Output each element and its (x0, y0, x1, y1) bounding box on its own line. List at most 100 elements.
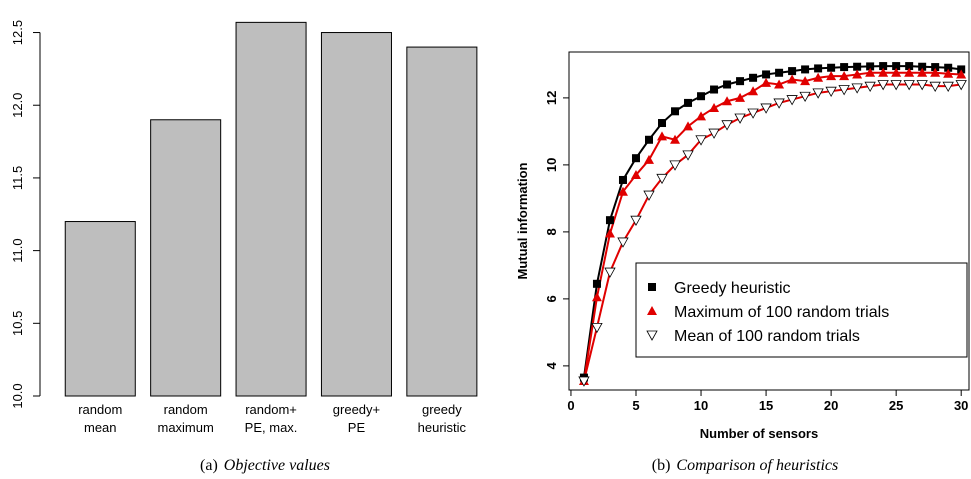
marker (734, 113, 746, 124)
marker (942, 81, 954, 92)
marker (929, 81, 941, 92)
marker (774, 79, 785, 89)
marker (591, 322, 603, 334)
marker (604, 228, 615, 238)
y-tick-label: 4 (544, 361, 559, 369)
marker (721, 120, 733, 131)
marker (697, 92, 706, 101)
legend-label: Greedy heuristic (674, 280, 791, 297)
x-tick-label: mean (84, 420, 117, 435)
x-tick-label: 30 (954, 398, 968, 413)
marker (838, 85, 850, 96)
bar (235, 21, 307, 397)
x-tick-label: 10 (694, 398, 708, 413)
marker (605, 216, 614, 225)
marker (931, 63, 940, 72)
marker (648, 283, 656, 291)
marker (647, 306, 657, 315)
marker (695, 135, 707, 146)
caption: (a) Objective values (200, 457, 330, 474)
x-tick-label: 5 (632, 398, 639, 413)
marker (709, 102, 720, 112)
marker (736, 77, 745, 86)
marker (578, 376, 590, 387)
x-tick-label: PE, max. (245, 420, 298, 435)
x-tick-label: 25 (889, 398, 903, 413)
x-tick-label: maximum (157, 420, 213, 435)
legend-box (635, 262, 968, 358)
marker (643, 190, 655, 201)
x-tick-label: random (164, 402, 208, 417)
legend-label: Maximum of 100 random trials (674, 304, 889, 321)
marker (890, 80, 902, 91)
marker (786, 95, 798, 106)
marker (800, 76, 811, 86)
marker (930, 67, 941, 77)
marker (708, 128, 720, 139)
y-axis-label: Mutual information (515, 162, 530, 279)
caption-label: (a) (200, 457, 218, 474)
marker (683, 121, 694, 131)
marker (644, 154, 654, 164)
marker (696, 111, 707, 121)
marker (943, 68, 954, 78)
marker (630, 215, 642, 226)
marker (956, 69, 967, 79)
marker (878, 67, 889, 77)
marker (827, 63, 836, 72)
caption-text: Objective values (224, 457, 330, 474)
marker (618, 175, 627, 184)
marker (812, 88, 824, 99)
marker (748, 86, 759, 96)
marker (892, 62, 901, 71)
legend-label: Mean of 100 random trials (674, 328, 860, 345)
x-tick-label: heuristic (418, 420, 467, 435)
bar (150, 119, 222, 397)
plot-frame (568, 51, 970, 391)
marker (722, 96, 733, 106)
marker (773, 98, 785, 109)
y-tick-label: 10.5 (10, 311, 25, 336)
caption-text: Comparison of heuristics (676, 457, 838, 474)
marker (877, 80, 889, 91)
marker (775, 68, 784, 77)
marker (801, 65, 810, 74)
x-tick-label: greedy (422, 402, 462, 417)
marker (617, 237, 629, 248)
marker (851, 83, 863, 94)
marker (646, 330, 658, 341)
marker (903, 80, 915, 91)
marker (905, 62, 914, 71)
marker (853, 62, 862, 71)
marker (944, 63, 953, 72)
y-tick-label: 10.0 (10, 383, 25, 408)
marker (904, 67, 915, 77)
y-tick-label: 8 (544, 228, 559, 235)
x-tick-label: 20 (824, 398, 838, 413)
marker (916, 80, 928, 91)
bar (406, 46, 478, 397)
y-tick-label: 12.0 (10, 93, 25, 118)
marker (840, 63, 849, 72)
marker (604, 267, 616, 278)
marker (787, 74, 798, 84)
marker (814, 64, 823, 73)
marker (825, 86, 837, 98)
bar (64, 221, 136, 397)
marker (747, 108, 759, 119)
marker (918, 62, 927, 71)
marker (788, 67, 797, 76)
bar (320, 32, 392, 397)
marker (710, 85, 719, 94)
marker (762, 70, 771, 79)
marker (658, 119, 667, 128)
x-tick-label: greedy+ (333, 402, 380, 417)
marker (682, 150, 694, 161)
marker (864, 81, 876, 92)
marker (592, 279, 601, 288)
marker (761, 77, 772, 87)
marker (645, 135, 653, 144)
marker (826, 71, 837, 81)
